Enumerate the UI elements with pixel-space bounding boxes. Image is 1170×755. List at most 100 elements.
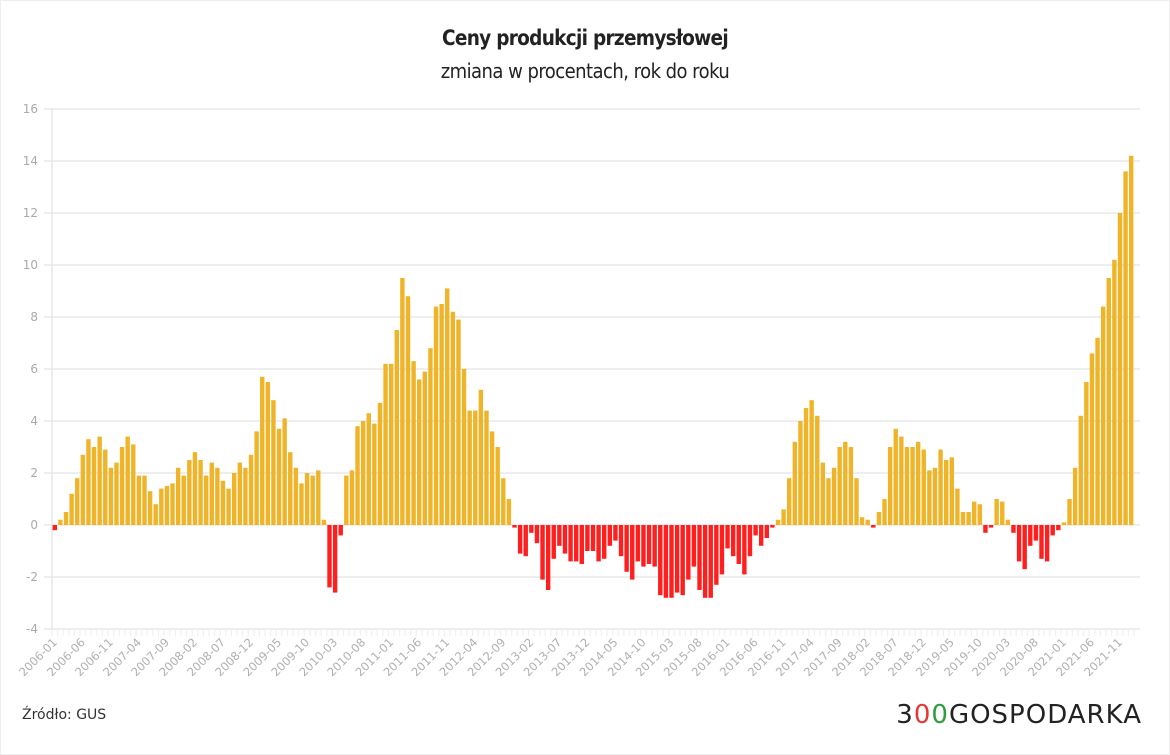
bar bbox=[680, 525, 685, 596]
bar bbox=[327, 525, 332, 588]
bar bbox=[383, 363, 388, 525]
bar bbox=[355, 426, 360, 525]
bar bbox=[702, 525, 708, 598]
bar bbox=[80, 454, 86, 525]
bar bbox=[175, 467, 181, 525]
bar bbox=[820, 462, 826, 525]
bar bbox=[534, 525, 540, 544]
bar bbox=[932, 467, 938, 525]
bar bbox=[1056, 525, 1061, 531]
y-tick-label: 12 bbox=[23, 206, 38, 220]
bar bbox=[730, 525, 736, 557]
bar bbox=[1061, 522, 1067, 525]
bar bbox=[551, 525, 556, 559]
bar bbox=[243, 467, 248, 525]
bar bbox=[237, 462, 243, 525]
bar bbox=[254, 431, 259, 525]
bar bbox=[394, 330, 399, 525]
bar bbox=[489, 431, 495, 525]
bar bbox=[1089, 353, 1095, 525]
bar bbox=[899, 436, 904, 525]
bar bbox=[826, 478, 831, 525]
bar bbox=[428, 348, 433, 525]
bar bbox=[304, 473, 310, 525]
bar bbox=[837, 447, 842, 525]
logo-0-green: 0 bbox=[931, 700, 949, 730]
source-note: Źródło: GUS bbox=[22, 707, 107, 723]
bar bbox=[686, 525, 691, 580]
bar bbox=[1011, 525, 1016, 533]
bar bbox=[181, 475, 186, 525]
bar bbox=[293, 467, 299, 525]
bar bbox=[674, 525, 680, 593]
bars bbox=[52, 155, 1134, 598]
bar bbox=[652, 525, 657, 567]
bar bbox=[119, 447, 125, 525]
bar bbox=[876, 512, 882, 525]
bar bbox=[529, 525, 534, 533]
bar bbox=[1039, 525, 1044, 559]
x-axis-ticks: 2006-012006-062006-112007-042007-092008-… bbox=[16, 630, 1135, 679]
bar bbox=[1123, 171, 1128, 525]
bar bbox=[602, 525, 607, 559]
bar bbox=[787, 478, 792, 525]
chart-subtitle: zmiana w procentach, rok do roku bbox=[440, 59, 730, 83]
bar bbox=[1044, 525, 1050, 562]
bar bbox=[170, 483, 175, 525]
bar bbox=[198, 460, 203, 525]
bar bbox=[792, 441, 798, 525]
bar bbox=[630, 525, 635, 580]
bar bbox=[540, 525, 545, 580]
bar bbox=[1112, 259, 1117, 525]
bar bbox=[590, 525, 596, 551]
bar bbox=[742, 525, 747, 575]
y-tick-label: 16 bbox=[23, 102, 38, 116]
bar bbox=[360, 421, 366, 525]
bar bbox=[1033, 525, 1039, 541]
bar bbox=[512, 525, 517, 528]
bar bbox=[517, 525, 523, 554]
bar bbox=[142, 475, 147, 525]
bar bbox=[725, 525, 730, 549]
bar bbox=[613, 525, 618, 541]
bar bbox=[781, 509, 786, 525]
bar bbox=[215, 467, 220, 525]
bar bbox=[478, 389, 484, 525]
logo-3: 3 bbox=[896, 700, 914, 730]
bar bbox=[635, 525, 641, 562]
bar bbox=[865, 519, 870, 525]
bar bbox=[1084, 382, 1089, 525]
bar bbox=[803, 408, 809, 525]
bar bbox=[91, 447, 97, 525]
logo-text: GOSPODARKA bbox=[948, 700, 1142, 730]
bar bbox=[708, 525, 713, 598]
bar bbox=[63, 512, 69, 525]
bar bbox=[871, 525, 876, 528]
bar bbox=[1117, 213, 1123, 525]
bar bbox=[276, 428, 282, 525]
bar bbox=[125, 436, 130, 525]
y-tick-label: 4 bbox=[30, 414, 38, 428]
bar bbox=[366, 413, 371, 525]
bar bbox=[248, 454, 254, 525]
bar bbox=[641, 525, 646, 567]
bar bbox=[52, 525, 58, 531]
bar bbox=[927, 470, 932, 525]
bar bbox=[585, 525, 590, 551]
y-tick-label: -2 bbox=[26, 570, 38, 584]
bar bbox=[231, 473, 237, 525]
bar bbox=[691, 525, 697, 567]
bar bbox=[960, 512, 966, 525]
bar bbox=[1016, 525, 1022, 562]
logo-0-red: 0 bbox=[913, 700, 932, 730]
bar bbox=[938, 449, 943, 525]
bar bbox=[915, 441, 921, 525]
bar bbox=[473, 410, 478, 525]
bar bbox=[388, 363, 394, 525]
bar bbox=[736, 525, 741, 564]
y-tick-label: 6 bbox=[30, 362, 38, 376]
y-tick-label: 14 bbox=[23, 154, 38, 168]
bar bbox=[299, 483, 304, 525]
bar bbox=[568, 525, 573, 562]
